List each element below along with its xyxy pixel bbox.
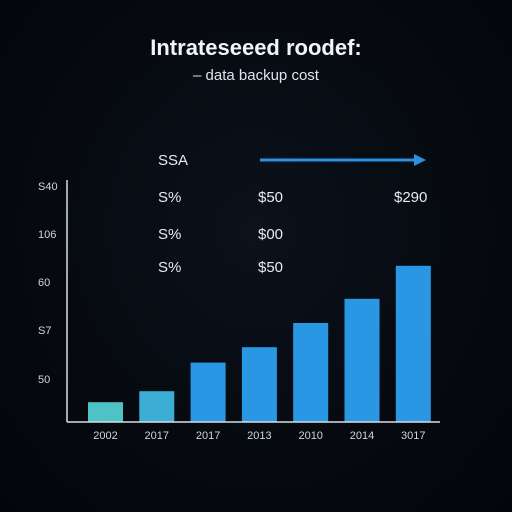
y-tick-label: S7 bbox=[38, 325, 51, 337]
legend-arrow-head bbox=[414, 154, 426, 166]
annotation-label: S% bbox=[158, 226, 181, 243]
chart-title: Intrateseeed roodef: bbox=[150, 35, 362, 60]
x-tick-label: 2002 bbox=[93, 430, 117, 442]
x-tick-label: 2014 bbox=[350, 430, 374, 442]
y-tick-label: S40 bbox=[38, 181, 58, 193]
annotation-label: S% bbox=[158, 259, 181, 276]
y-axis-ticks: S40 106 60 S7 50 bbox=[38, 181, 58, 386]
chart-subtitle: – data backup cost bbox=[193, 67, 320, 84]
bar-6 bbox=[395, 265, 431, 422]
bar-3 bbox=[241, 347, 277, 422]
x-tick-label: 3017 bbox=[401, 430, 425, 442]
legend-label: SSA bbox=[158, 152, 188, 169]
bars-group bbox=[88, 265, 431, 422]
annotation-label: $50 bbox=[258, 189, 283, 206]
x-tick-label: 2010 bbox=[298, 430, 322, 442]
bar-5 bbox=[344, 298, 380, 422]
annotation-label: $50 bbox=[258, 259, 283, 276]
x-tick-label: 2013 bbox=[247, 430, 271, 442]
bar-2 bbox=[190, 362, 226, 422]
annotation-label: S% bbox=[158, 189, 181, 206]
y-tick-label: 60 bbox=[38, 277, 50, 289]
x-tick-label: 2017 bbox=[145, 430, 169, 442]
x-tick-label: 2017 bbox=[196, 430, 220, 442]
bar-1 bbox=[139, 391, 175, 422]
y-tick-label: 50 bbox=[38, 374, 50, 386]
y-tick-label: 106 bbox=[38, 229, 56, 241]
x-axis-ticks: 2002 2017 2017 2013 2010 2014 3017 bbox=[93, 430, 425, 442]
annotation-group: S% $50 $290 S% $00 S% $50 bbox=[158, 189, 427, 276]
annotation-label: $00 bbox=[258, 226, 283, 243]
bar-4 bbox=[293, 323, 329, 422]
annotation-label: $290 bbox=[394, 189, 427, 206]
bar-0 bbox=[88, 402, 123, 422]
